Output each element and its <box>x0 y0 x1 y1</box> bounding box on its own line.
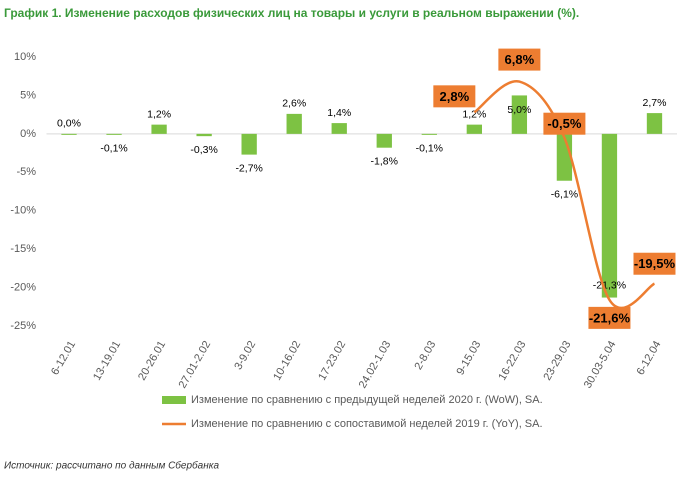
line-label-box <box>588 306 631 329</box>
x-tick-label: 20-26.01 <box>136 339 168 383</box>
bar <box>511 95 528 134</box>
bar <box>646 113 663 134</box>
legend-swatch <box>162 396 186 404</box>
bar <box>151 124 167 134</box>
source: Источник: рассчитано по данным Сбербанка <box>4 460 219 472</box>
bar-value-label: -0,1% <box>416 142 443 154</box>
bar-value-label: -1,8% <box>371 155 398 167</box>
x-tick-label: 6-12.01 <box>49 339 78 377</box>
bar-value-label: -21,3% <box>593 279 626 291</box>
line-value-label: 2,8% <box>440 89 470 104</box>
bar-value-label: -0,3% <box>190 144 217 156</box>
bar <box>196 133 212 137</box>
bar <box>376 133 392 148</box>
x-tick-label: 6-12.04 <box>635 339 664 377</box>
line-label-box <box>433 85 476 108</box>
bar <box>241 133 257 155</box>
x-tick-label: 16-22.03 <box>496 339 528 383</box>
bar <box>466 124 482 134</box>
x-tick-label: 10-16.02 <box>271 339 303 383</box>
x-tick-label: 2-8.03 <box>412 339 438 372</box>
y-tick-label: -20% <box>10 281 36 293</box>
line-value-label: 6,8% <box>505 52 535 67</box>
line-value-label: -0,5% <box>547 116 581 131</box>
bar <box>286 113 302 134</box>
y-tick-label: -25% <box>10 320 36 332</box>
y-tick-label: 10% <box>14 51 36 63</box>
y-tick-label: -5% <box>16 166 36 178</box>
line-label-box <box>633 252 676 275</box>
y-tick-label: 0% <box>20 128 36 140</box>
line-value-label: -19,5% <box>634 256 676 271</box>
bar <box>421 133 437 135</box>
bar <box>331 123 347 134</box>
bar <box>601 133 618 298</box>
bar-value-label: -2,7% <box>235 162 262 174</box>
y-tick-label: -10% <box>10 205 36 217</box>
x-tick-label: 30.03-5.04 <box>582 339 619 391</box>
y-tick-label: -15% <box>10 243 36 255</box>
bar-value-label: 0,0% <box>57 118 81 130</box>
x-tick-label: 3-9.02 <box>232 339 258 372</box>
chart-title: График 1. Изменение расходов физических … <box>4 6 579 20</box>
bar <box>61 133 77 135</box>
bar-value-label: -6,1% <box>551 189 578 201</box>
line-label-box <box>498 48 541 71</box>
bar-value-label: 1,2% <box>462 108 486 120</box>
bar <box>106 133 122 135</box>
x-tick-label: 24.02-1.03 <box>357 339 394 391</box>
bar-value-label: -0,1% <box>100 142 127 154</box>
line-value-label: -21,6% <box>589 310 631 325</box>
x-tick-label: 9-15.03 <box>454 339 483 377</box>
line-label-box <box>543 112 586 135</box>
x-tick-label: 27.01-2.02 <box>177 339 214 391</box>
y-tick-label: 5% <box>20 89 36 101</box>
bar-value-label: 1,2% <box>147 108 171 120</box>
bar-value-label: 2,7% <box>643 97 667 109</box>
x-tick-label: 13-19.01 <box>91 339 123 383</box>
bar-value-label: 1,4% <box>327 107 351 119</box>
bar-value-label: 2,6% <box>282 98 306 110</box>
legend-label: Изменение по сравнению с сопоставимой не… <box>191 418 543 430</box>
bar-value-label: 5,0% <box>507 104 531 116</box>
x-tick-label: 23-29.03 <box>541 339 573 383</box>
legend-label: Изменение по сравнению с предыдущей неде… <box>191 394 543 406</box>
x-tick-label: 17-23.02 <box>316 339 348 383</box>
